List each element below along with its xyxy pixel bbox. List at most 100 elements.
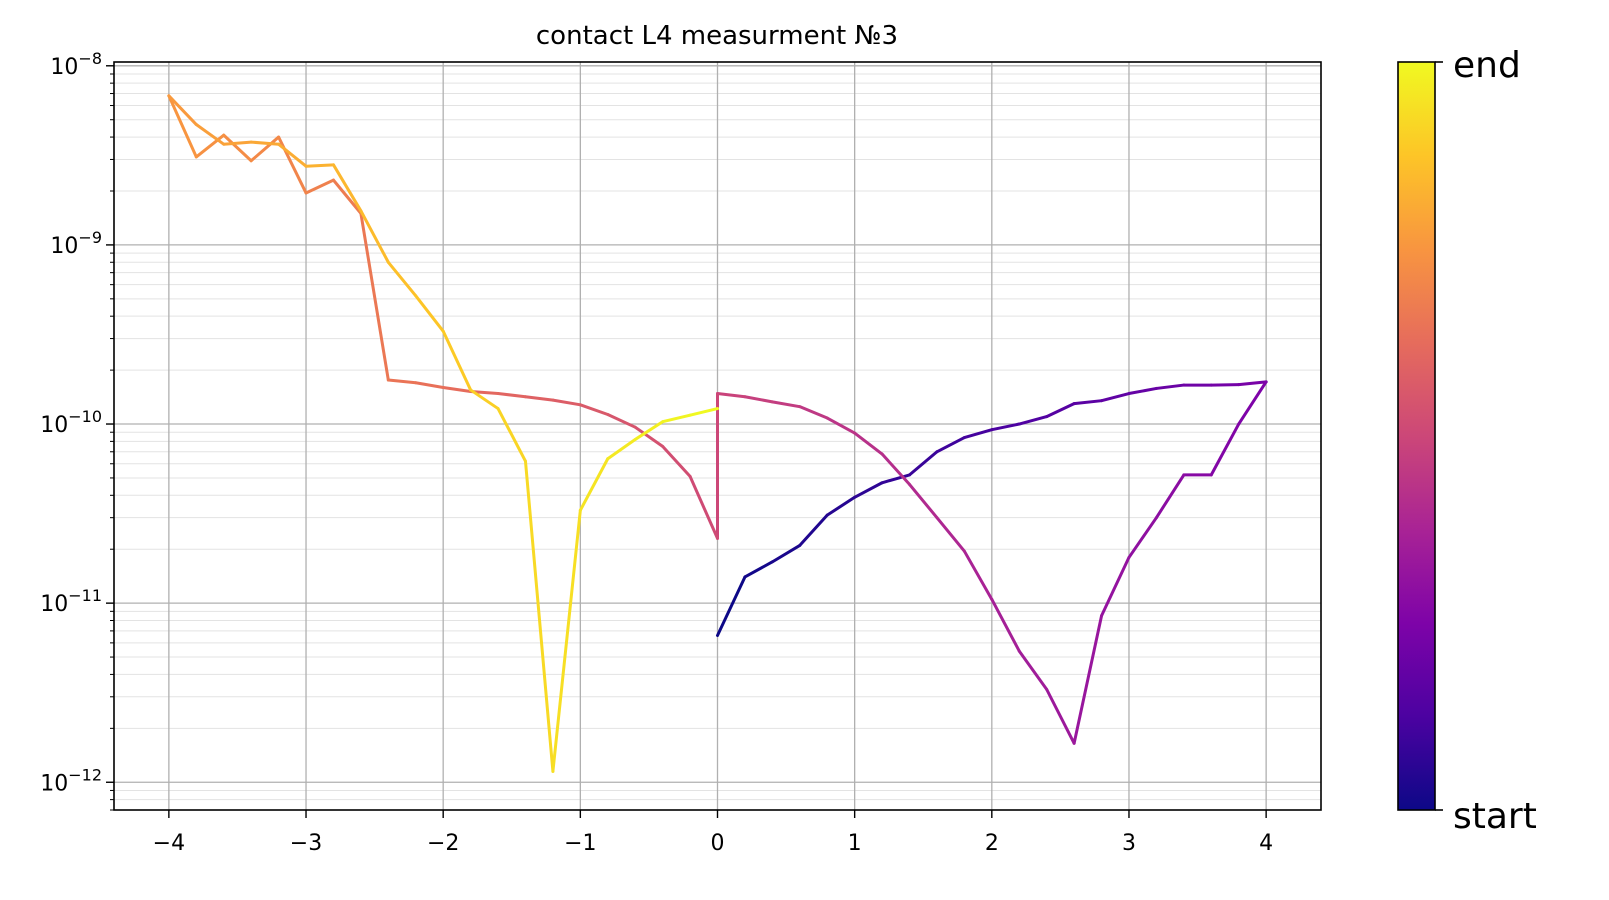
data-segment	[194, 133, 226, 159]
data-segment	[304, 178, 335, 195]
data-segment	[523, 459, 555, 773]
data-segment	[304, 163, 335, 168]
data-segment	[551, 508, 582, 773]
data-segment	[825, 495, 857, 517]
data-segment	[1045, 402, 1076, 419]
data-segment	[606, 437, 637, 461]
data-segment	[962, 549, 994, 601]
data-segment	[386, 378, 418, 385]
data-segment	[716, 392, 747, 399]
data-segment	[1127, 516, 1158, 559]
data-segment	[770, 543, 802, 564]
data-segment	[880, 452, 912, 486]
data-segment	[1017, 649, 1049, 691]
y-axis: 10−12 10−11 10−10 10−9 10−8	[40, 49, 114, 811]
data-segment	[277, 142, 308, 168]
data-segment	[935, 516, 966, 553]
data-segment	[798, 513, 829, 547]
data-segment	[990, 597, 1021, 653]
colorbar: end start	[1397, 45, 1537, 837]
data-segment	[1072, 399, 1104, 406]
data-segment	[1045, 687, 1076, 745]
data-segment	[523, 395, 555, 402]
data-segment	[825, 416, 857, 435]
colorbar-label-end: end	[1453, 45, 1521, 86]
data-segment	[770, 400, 802, 409]
data-segment	[908, 482, 939, 520]
data-segment	[798, 405, 829, 420]
data-segment	[359, 211, 390, 382]
data-segment	[1154, 383, 1186, 390]
x-tick-label: −2	[427, 831, 459, 856]
data-segment	[853, 431, 884, 456]
data-segment	[633, 425, 665, 448]
data-segment	[167, 94, 198, 159]
x-tick-label: 0	[711, 831, 725, 856]
data-series	[167, 94, 1268, 773]
data-segment	[1127, 386, 1158, 396]
data-segment	[935, 436, 966, 454]
data-segment	[1072, 614, 1104, 745]
data-segment	[222, 140, 253, 146]
data-segment	[331, 178, 363, 215]
chart-title: contact L4 measurment №3	[536, 21, 898, 51]
data-segment	[1237, 380, 1268, 426]
colorbar-label-start: start	[1453, 796, 1537, 837]
data-segment	[359, 209, 390, 264]
x-tick-label: 2	[985, 831, 999, 856]
data-segment	[716, 575, 747, 637]
data-segment	[222, 133, 253, 163]
data-segment	[194, 123, 226, 146]
x-tick-label: −4	[153, 831, 185, 856]
x-tick-label: 1	[848, 831, 862, 856]
data-segment	[743, 395, 774, 404]
data-segment	[1237, 380, 1268, 387]
data-segment	[496, 407, 527, 463]
data-segment	[167, 94, 198, 127]
data-segment	[908, 450, 939, 477]
data-segment	[688, 407, 719, 417]
data-segment	[661, 413, 692, 424]
data-segment	[249, 135, 281, 163]
x-tick-label: 3	[1122, 831, 1136, 856]
data-segment	[414, 294, 445, 333]
major-gridlines	[114, 62, 1321, 810]
data-segment	[1154, 473, 1186, 520]
y-tick-label: 10−8	[50, 49, 102, 80]
data-segment	[331, 163, 363, 213]
data-segment	[853, 481, 884, 499]
data-segment	[469, 388, 500, 411]
data-segment	[1100, 555, 1131, 618]
data-segment	[606, 413, 637, 429]
data-segment	[386, 260, 418, 298]
data-segment	[990, 422, 1021, 432]
data-segment	[249, 140, 281, 146]
y-tick-label: 10−11	[40, 586, 102, 617]
data-segment	[1100, 392, 1131, 403]
data-segment	[661, 444, 692, 478]
x-axis: −4 −3 −2 −1 0 1 2 3 4	[153, 810, 1273, 856]
colorbar-gradient	[1397, 61, 1436, 811]
data-segment	[1209, 422, 1241, 477]
data-segment	[578, 457, 610, 512]
data-segment	[962, 428, 994, 440]
data-segment	[688, 474, 719, 540]
data-segment	[578, 403, 610, 417]
data-segment	[1017, 415, 1049, 426]
x-tick-label: −1	[564, 831, 596, 856]
data-segment	[551, 398, 582, 407]
data-segment	[880, 473, 912, 485]
data-segment	[496, 392, 527, 399]
y-tick-label: 10−10	[40, 407, 102, 438]
data-segment	[441, 329, 473, 392]
data-segment	[633, 420, 665, 441]
y-tick-label: 10−12	[40, 765, 102, 796]
data-segment	[743, 560, 774, 579]
y-tick-label: 10−9	[50, 228, 102, 259]
x-tick-label: 4	[1259, 831, 1273, 856]
data-segment	[414, 381, 445, 389]
data-segment	[277, 135, 308, 195]
data-segment	[441, 385, 473, 393]
x-tick-label: −3	[290, 831, 322, 856]
